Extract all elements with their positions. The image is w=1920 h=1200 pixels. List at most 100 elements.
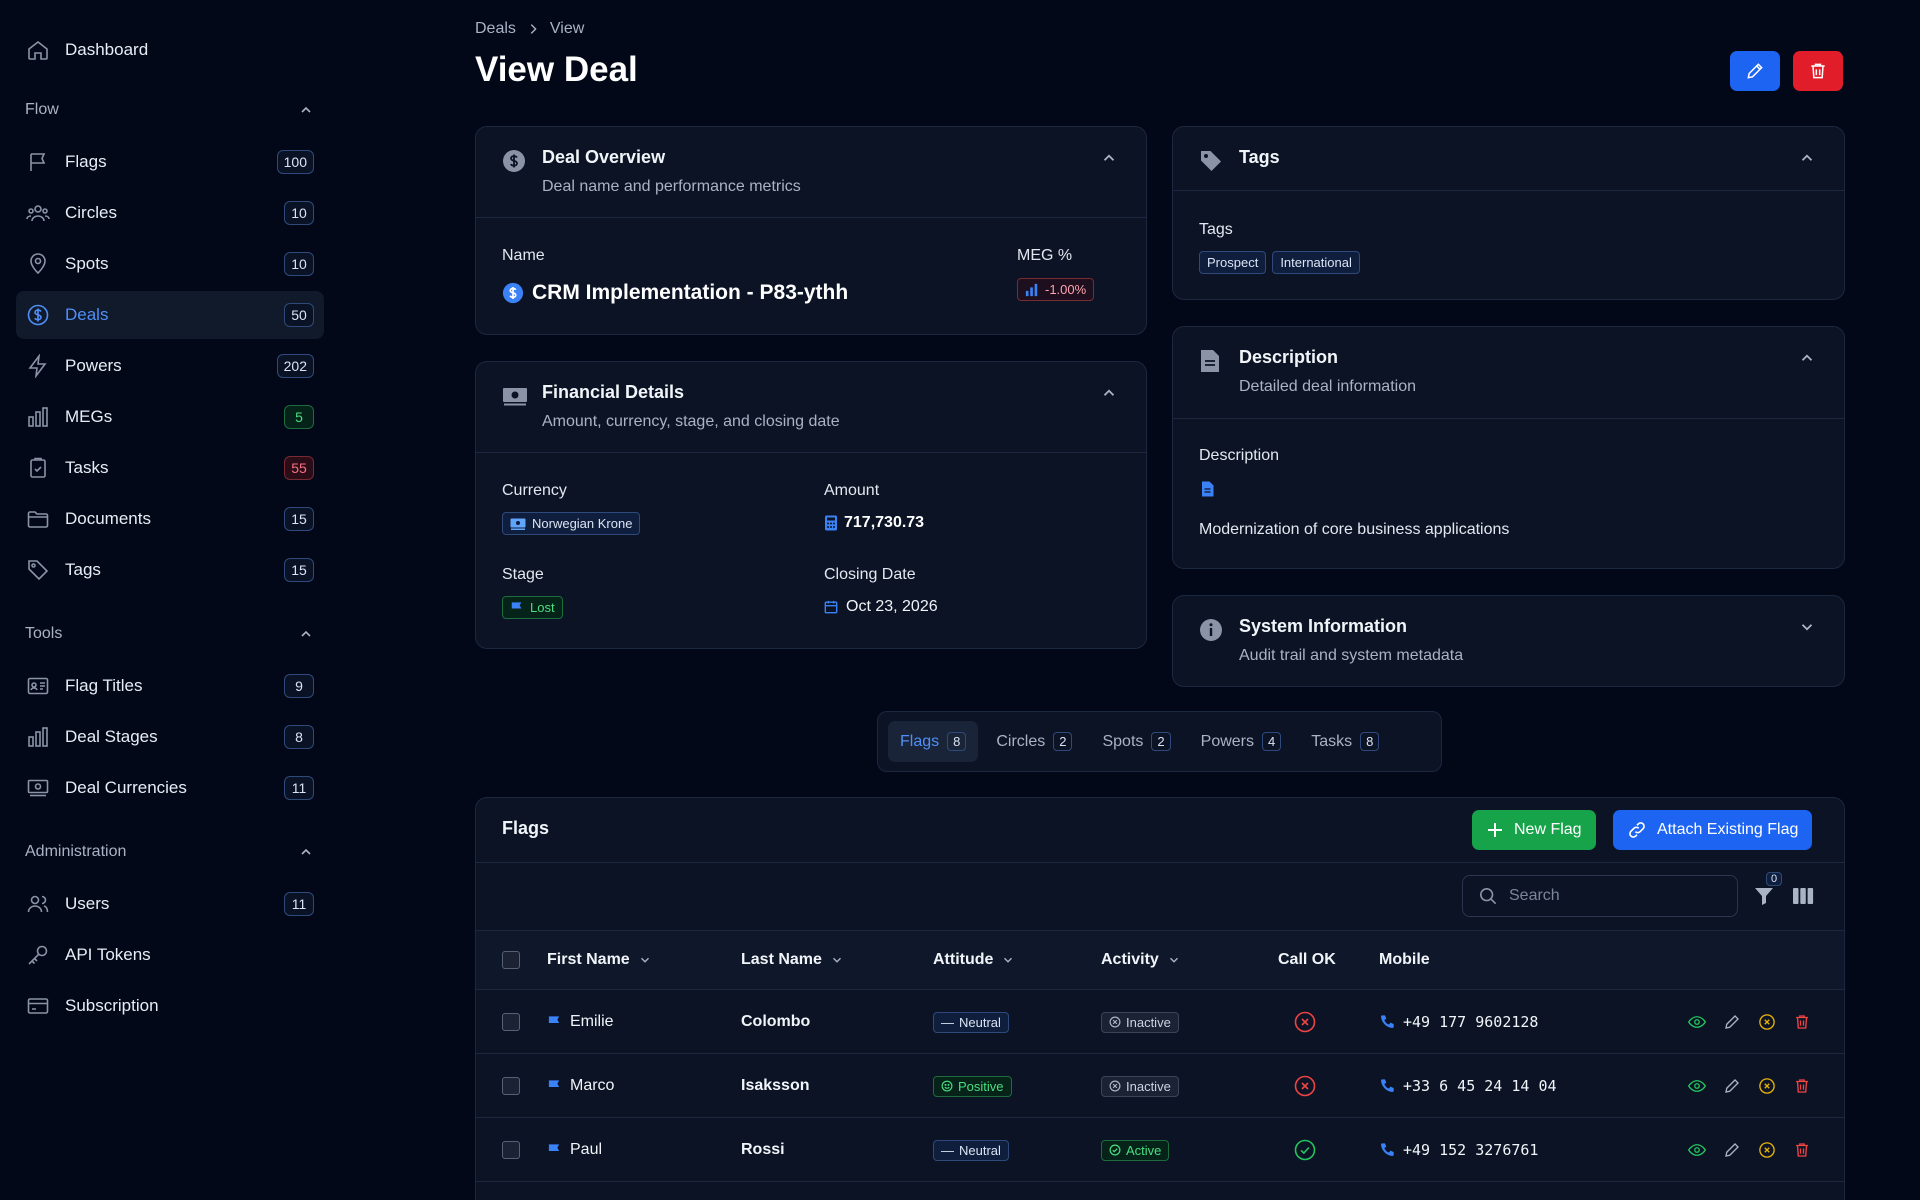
delete-trash-icon[interactable] [1793,1077,1811,1095]
count-badge: 11 [284,776,314,800]
sidebar-item-deal-currencies[interactable]: Deal Currencies 11 [16,764,324,812]
sidebar-section-flow[interactable]: Flow [16,96,324,124]
column-header-call-ok: Call OK [1278,931,1336,989]
table-row[interactable]: Paul Rossi — Neutral Active +49 152 32767… [476,1118,1844,1182]
sidebar-item-tags[interactable]: Tags 15 [16,546,324,594]
mobile-number[interactable]: +33 6 45 24 14 04 [1403,1077,1557,1095]
edit-pencil-icon[interactable] [1723,1077,1741,1095]
row-checkbox[interactable] [502,1013,520,1031]
attitude-value: Positive [958,1078,1004,1094]
view-eye-icon[interactable] [1688,1013,1706,1031]
pencil-icon [1745,61,1765,81]
last-name: Rossi [741,1141,785,1158]
sidebar-item-powers[interactable]: Powers 202 [16,342,324,390]
sidebar-item-circles[interactable]: Circles 10 [16,189,324,237]
table-row[interactable]: Marco Isaksson Positive Inactive +33 6 4… [476,1054,1844,1118]
columns-toggle-button[interactable] [1792,886,1814,906]
filter-button[interactable]: 0 [1754,872,1783,906]
sidebar-item-deals[interactable]: Deals 50 [16,291,324,339]
document-icon [1201,481,1214,497]
card-title: Deal Overview [542,147,666,167]
chevron-up-icon[interactable] [1100,384,1118,402]
tab-count: 2 [1053,732,1073,751]
home-icon [25,37,51,63]
bar-chart-icon [1025,283,1039,297]
x-circle-icon [1109,1016,1121,1028]
chevron-up-icon[interactable] [1798,149,1816,167]
chevron-down-icon[interactable] [1798,618,1816,636]
sidebar-item-subscription[interactable]: Subscription [16,982,324,1030]
delete-button[interactable] [1793,51,1843,91]
sidebar-item-documents[interactable]: Documents 15 [16,495,324,543]
detach-x-circle-icon[interactable] [1758,1141,1776,1159]
row-checkbox[interactable] [502,1141,520,1159]
chevron-up-icon[interactable] [1100,149,1118,167]
new-flag-button[interactable]: New Flag [1472,810,1596,850]
sidebar-item-tasks[interactable]: Tasks 55 [16,444,324,492]
sidebar-section-tools[interactable]: Tools [16,620,324,648]
tag-icon [1199,149,1223,173]
table-header: First Name Last Name Attitude Activity C… [476,930,1844,990]
sidebar-item-label: Flag Titles [65,676,143,695]
chevron-up-icon[interactable] [1798,349,1816,367]
sidebar-item-megs[interactable]: MEGs 5 [16,393,324,441]
delete-trash-icon[interactable] [1793,1013,1811,1031]
search-input[interactable]: Search [1462,875,1738,917]
attach-existing-flag-button[interactable]: Attach Existing Flag [1613,810,1813,850]
edit-pencil-icon[interactable] [1723,1141,1741,1159]
sidebar-item-api-tokens[interactable]: API Tokens [16,931,324,979]
view-eye-icon[interactable] [1688,1077,1706,1095]
attitude-badge: Positive [933,1075,1012,1097]
column-header-activity[interactable]: Activity [1101,931,1181,989]
column-header-first-name[interactable]: First Name [547,931,652,989]
card-subtitle: Audit trail and system metadata [1239,647,1464,664]
sidebar-item-label: MEGs [65,407,113,426]
card-title: Description [1239,347,1339,367]
detach-x-circle-icon[interactable] [1758,1013,1776,1031]
sidebar-item-flags[interactable]: Flags 100 [16,138,324,186]
chevron-down-icon [1001,953,1015,967]
phone-icon [1379,1014,1395,1030]
tab-powers[interactable]: Powers 4 [1189,721,1294,762]
sidebar-item-flag-titles[interactable]: Flag Titles 9 [16,662,324,710]
detach-x-circle-icon[interactable] [1758,1077,1776,1095]
column-header-last-name[interactable]: Last Name [741,931,844,989]
attitude-badge: — Neutral [933,1139,1009,1161]
tab-spots[interactable]: Spots 2 [1090,721,1182,762]
filter-count-badge: 0 [1766,872,1783,886]
edit-pencil-icon[interactable] [1723,1013,1741,1031]
description-text: Modernization of core business applicati… [1199,521,1510,538]
chevron-right-icon [526,22,540,36]
mobile-number[interactable]: +49 152 3276761 [1403,1141,1539,1159]
filter-icon [1754,886,1774,906]
breadcrumb-deals-link[interactable]: Deals [475,20,516,37]
table-title: Flags [502,818,550,838]
sidebar-item-users[interactable]: Users 11 [16,880,324,928]
delete-trash-icon[interactable] [1793,1141,1811,1159]
sidebar-item-spots[interactable]: Spots 10 [16,240,324,288]
breadcrumb-current: View [549,20,585,37]
card-title: System Information [1239,616,1408,636]
sidebar-item-label: Subscription [65,996,159,1015]
tab-tasks[interactable]: Tasks 8 [1299,721,1391,762]
sidebar-section-administration[interactable]: Administration [16,838,324,866]
section-title: Tools [25,625,63,642]
edit-button[interactable] [1730,51,1780,91]
tab-flags[interactable]: Flags 8 [888,721,979,762]
bar-chart-icon [25,724,51,750]
currency-label: Currency [502,482,567,499]
column-header-attitude[interactable]: Attitude [933,931,1015,989]
system-information-card[interactable]: System Information Audit trail and syste… [1172,595,1845,687]
sidebar-item-dashboard[interactable]: Dashboard [16,26,324,74]
select-all-checkbox[interactable] [502,951,520,969]
count-badge: 5 [284,405,314,429]
phone-icon [1379,1142,1395,1158]
table-row[interactable]: Emilie Colombo — Neutral Inactive +49 177… [476,990,1844,1054]
count-badge: 15 [284,507,314,531]
view-eye-icon[interactable] [1688,1141,1706,1159]
sidebar-item-deal-stages[interactable]: Deal Stages 8 [16,713,324,761]
row-checkbox[interactable] [502,1077,520,1095]
mobile-number[interactable]: +49 177 9602128 [1403,1013,1539,1031]
tab-circles[interactable]: Circles 2 [984,721,1084,762]
sidebar: Dashboard Flow Flags 100 Circles 10 Spot… [0,0,340,1200]
